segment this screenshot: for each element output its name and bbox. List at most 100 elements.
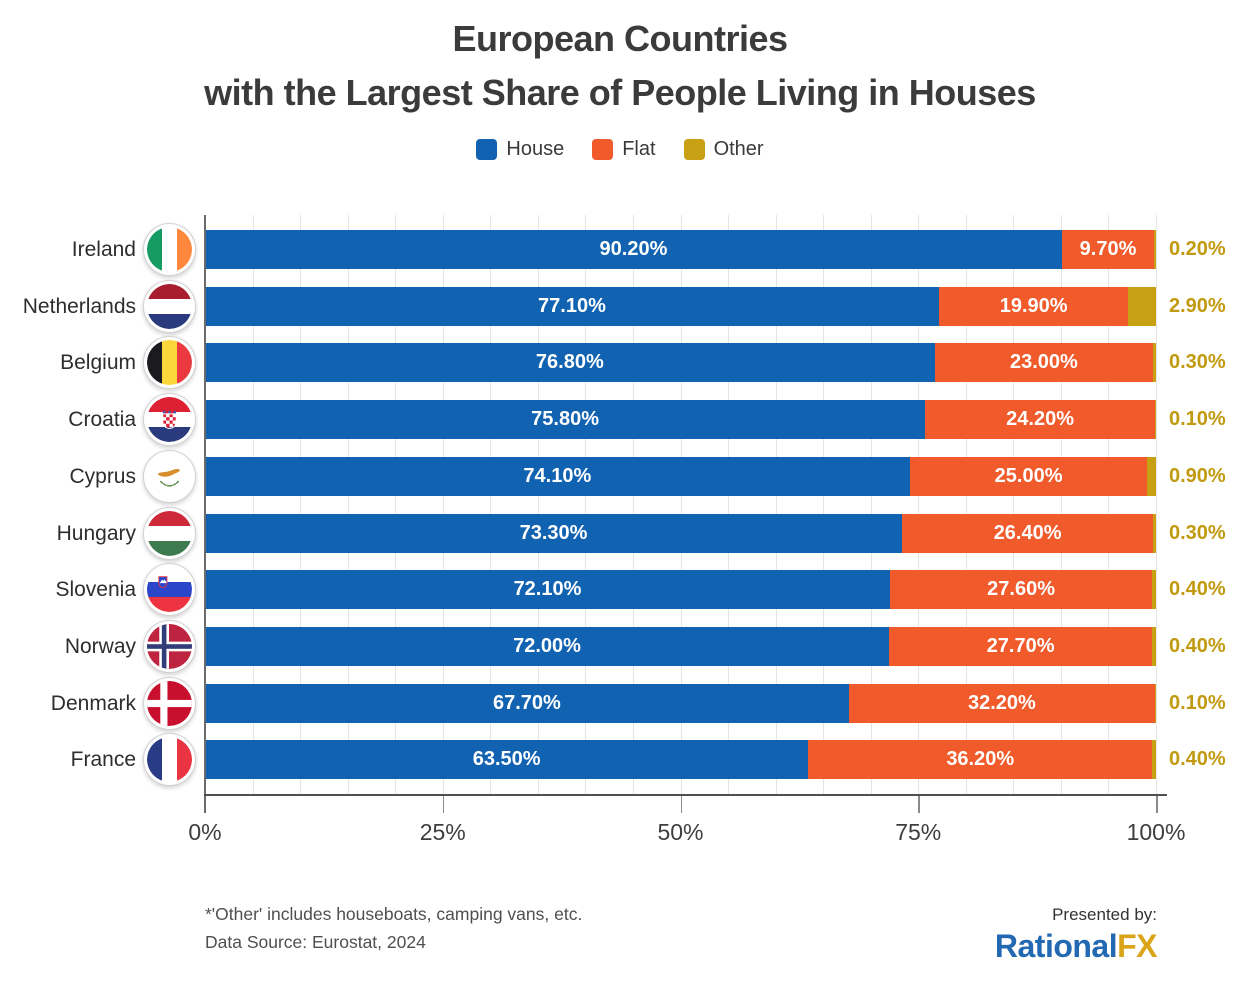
country-label-denmark: Denmark — [50, 691, 136, 715]
house-segment: 72.10% — [205, 570, 890, 610]
footnote: *'Other' includes houseboats, camping va… — [205, 900, 582, 956]
flat-segment: 26.40% — [902, 513, 1154, 553]
flat-segment: 32.20% — [848, 683, 1156, 723]
gridline — [300, 215, 302, 795]
flat-value-label: 9.70% — [1079, 238, 1137, 260]
gridline — [395, 215, 397, 795]
axis-tick-label: 100% — [1126, 819, 1186, 845]
country-flag-hungary — [143, 506, 196, 560]
country-flag-france — [143, 733, 196, 787]
chart-title-line1: European Countries — [452, 18, 788, 59]
norway-flag — [147, 624, 192, 670]
flat-segment: 19.90% — [938, 286, 1129, 326]
other-segment — [1155, 683, 1156, 723]
flat-segment: 36.20% — [808, 740, 1153, 780]
other-value-label: 0.40% — [1169, 635, 1226, 658]
house-value-label: 72.00% — [513, 635, 581, 658]
gridline — [347, 215, 349, 795]
gridline — [632, 215, 634, 795]
other-segment — [1153, 343, 1156, 383]
house-segment: 90.20% — [205, 230, 1062, 269]
footnote-data-source: Data Source: Eurostat, 2024 — [205, 932, 426, 952]
axis-tick — [1156, 796, 1158, 813]
gridline — [823, 215, 825, 795]
axis-tick — [442, 796, 445, 813]
country-flag-cyprus — [143, 449, 196, 503]
netherlands-flag — [147, 283, 192, 329]
flat-value-label: 25.00% — [994, 464, 1063, 487]
flat-value-label: 32.20% — [968, 691, 1036, 714]
flat-segment: 24.20% — [925, 400, 1156, 440]
house-value-label: 63.50% — [472, 748, 541, 771]
legend-swatch-other — [683, 139, 705, 160]
gridline — [775, 215, 777, 795]
country-label-netherlands: Netherlands — [22, 294, 136, 318]
axis-tick — [680, 796, 682, 813]
country-label-croatia: Croatia — [68, 408, 136, 432]
house-value-label: 73.30% — [519, 521, 588, 544]
other-segment — [1147, 456, 1156, 496]
house-segment: 73.30% — [205, 513, 903, 553]
croatia-flag — [147, 397, 192, 443]
country-flag-belgium — [143, 336, 196, 390]
country-flag-slovenia — [143, 563, 196, 617]
other-value-label: 0.10% — [1169, 691, 1226, 714]
flat-segment: 23.00% — [934, 343, 1154, 383]
gridline — [728, 215, 730, 795]
other-segment — [1152, 627, 1156, 667]
flat-segment: 25.00% — [909, 456, 1148, 496]
house-value-label: 77.10% — [538, 294, 606, 317]
other-value-label: 0.30% — [1169, 521, 1226, 544]
flat-value-label: 19.90% — [999, 294, 1068, 317]
legend-label: Flat — [622, 138, 656, 160]
other-value-label: 0.20% — [1169, 238, 1226, 260]
ireland-flag — [147, 227, 192, 272]
other-segment — [1153, 513, 1156, 553]
house-value-label: 74.10% — [523, 464, 592, 487]
chart-title-line2: with the Largest Share of People Living … — [204, 72, 1036, 113]
country-label-slovenia: Slovenia — [55, 578, 136, 602]
other-segment — [1154, 230, 1156, 269]
bar-row-cyprus: 74.10% 25.00% — [205, 456, 1156, 496]
country-flag-ireland — [143, 223, 196, 276]
country-label-belgium: Belgium — [60, 351, 136, 375]
flat-value-label: 24.20% — [1006, 408, 1074, 431]
footnote-other-definition: *'Other' includes houseboats, camping va… — [205, 904, 583, 924]
flat-segment: 27.70% — [889, 627, 1153, 667]
gridline — [1013, 215, 1015, 795]
gridline — [680, 215, 682, 795]
country-flag-netherlands — [143, 279, 196, 333]
gridline — [585, 215, 587, 795]
gridline — [442, 215, 444, 795]
other-value-label: 0.30% — [1169, 351, 1226, 374]
legend-swatch-flat — [592, 139, 614, 160]
other-value-label: 0.90% — [1169, 464, 1226, 487]
house-value-label: 67.70% — [492, 691, 561, 714]
bar-row-norway: 72.00% 27.70% — [205, 627, 1156, 667]
cyprus-flag — [147, 453, 192, 499]
presented-by-label: Presented by: — [1052, 905, 1157, 924]
gridline — [1108, 215, 1110, 795]
rationalfx-logo: RationalFX — [995, 928, 1158, 965]
house-segment: 76.80% — [205, 343, 935, 383]
country-label-hungary: Hungary — [56, 521, 136, 545]
axis-tick-label: 25% — [419, 819, 466, 845]
slovenia-flag — [147, 567, 192, 613]
legend-swatch-house — [476, 139, 498, 160]
gridline — [537, 215, 539, 795]
other-segment — [1155, 400, 1156, 440]
legend-item-house: House — [476, 138, 564, 161]
other-segment — [1128, 286, 1156, 326]
y-axis-line — [204, 215, 206, 813]
house-value-label: 72.10% — [513, 578, 582, 601]
flat-value-label: 27.70% — [986, 635, 1055, 658]
country-label-france: France — [70, 748, 136, 772]
gridline — [870, 215, 872, 795]
other-segment — [1152, 740, 1156, 780]
country-flag-norway — [143, 620, 196, 674]
legend-label: House — [506, 138, 565, 160]
flat-segment: 27.60% — [889, 570, 1153, 610]
country-flag-denmark — [143, 676, 196, 730]
bar-row-netherlands: 77.10% 19.90% — [205, 286, 1156, 326]
